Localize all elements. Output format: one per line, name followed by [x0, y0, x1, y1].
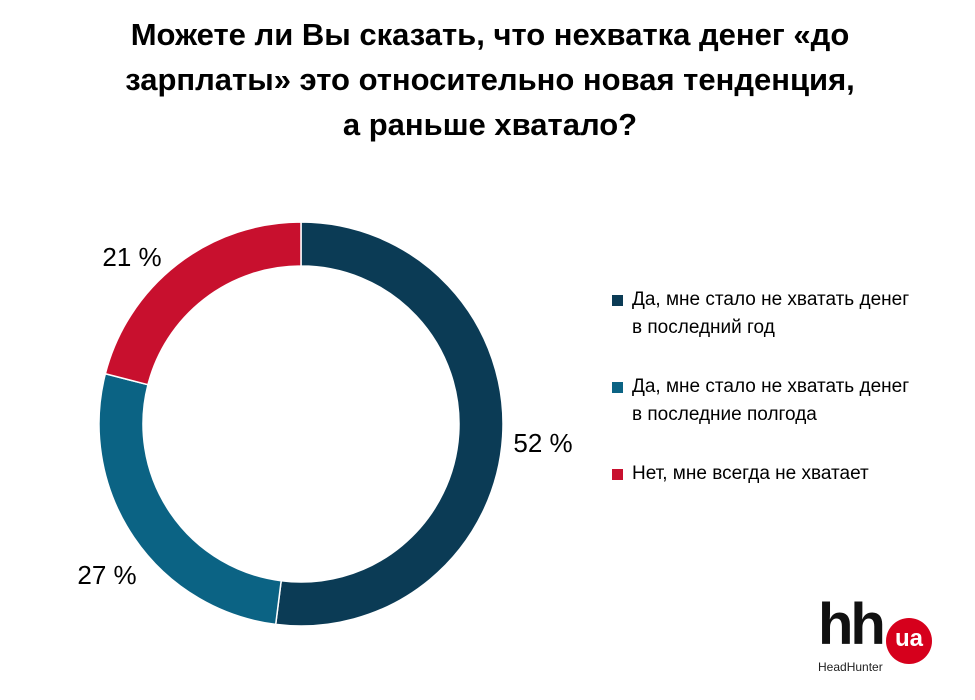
- chart-title-line-2: зарплаты» это относительно новая тенденц…: [125, 62, 855, 97]
- headhunter-logo: hh ua HeadHunter: [818, 594, 938, 684]
- slice-last-year: [274, 221, 504, 627]
- logo-mark: hh: [818, 592, 886, 657]
- chart-title-line-1: Можете ли Вы сказать, что нехватка денег…: [130, 17, 850, 52]
- legend-swatch-last-half-year: [612, 382, 623, 393]
- legend-item-last-year: Да, мне стало не хватать денег в последн…: [612, 286, 962, 342]
- data-label-last-year: 52 %: [513, 428, 572, 458]
- legend-label-last-half-year-line-2: в последние полгода: [632, 404, 817, 425]
- data-label-last-half-year: 27 %: [77, 560, 136, 590]
- logo-badge: ua: [886, 618, 932, 664]
- chart-title-line-3: а раньше хватало?: [342, 107, 638, 142]
- legend-label-last-year-line-1: Да, мне стало не хватать денег: [632, 289, 910, 310]
- slice-always: [104, 221, 302, 386]
- legend-label-last-year-line-2: в последний год: [632, 317, 775, 338]
- legend-swatch-always: [612, 469, 623, 480]
- chart-legend: Да, мне стало не хватать денег в последн…: [612, 286, 962, 519]
- data-label-always: 21 %: [102, 242, 161, 272]
- legend-item-always: Нет, мне всегда не хватает: [612, 460, 962, 488]
- legend-label-last-half-year-line-1: Да, мне стало не хватать денег: [632, 376, 910, 397]
- legend-swatch-last-year: [612, 295, 623, 306]
- logo-caption: HeadHunter: [818, 660, 883, 674]
- chart-title: Можете ли Вы сказать, что нехватка денег…: [60, 12, 920, 147]
- legend-item-last-half-year: Да, мне стало не хватать денег в последн…: [612, 373, 962, 429]
- legend-label-always: Нет, мне всегда не хватает: [632, 463, 869, 484]
